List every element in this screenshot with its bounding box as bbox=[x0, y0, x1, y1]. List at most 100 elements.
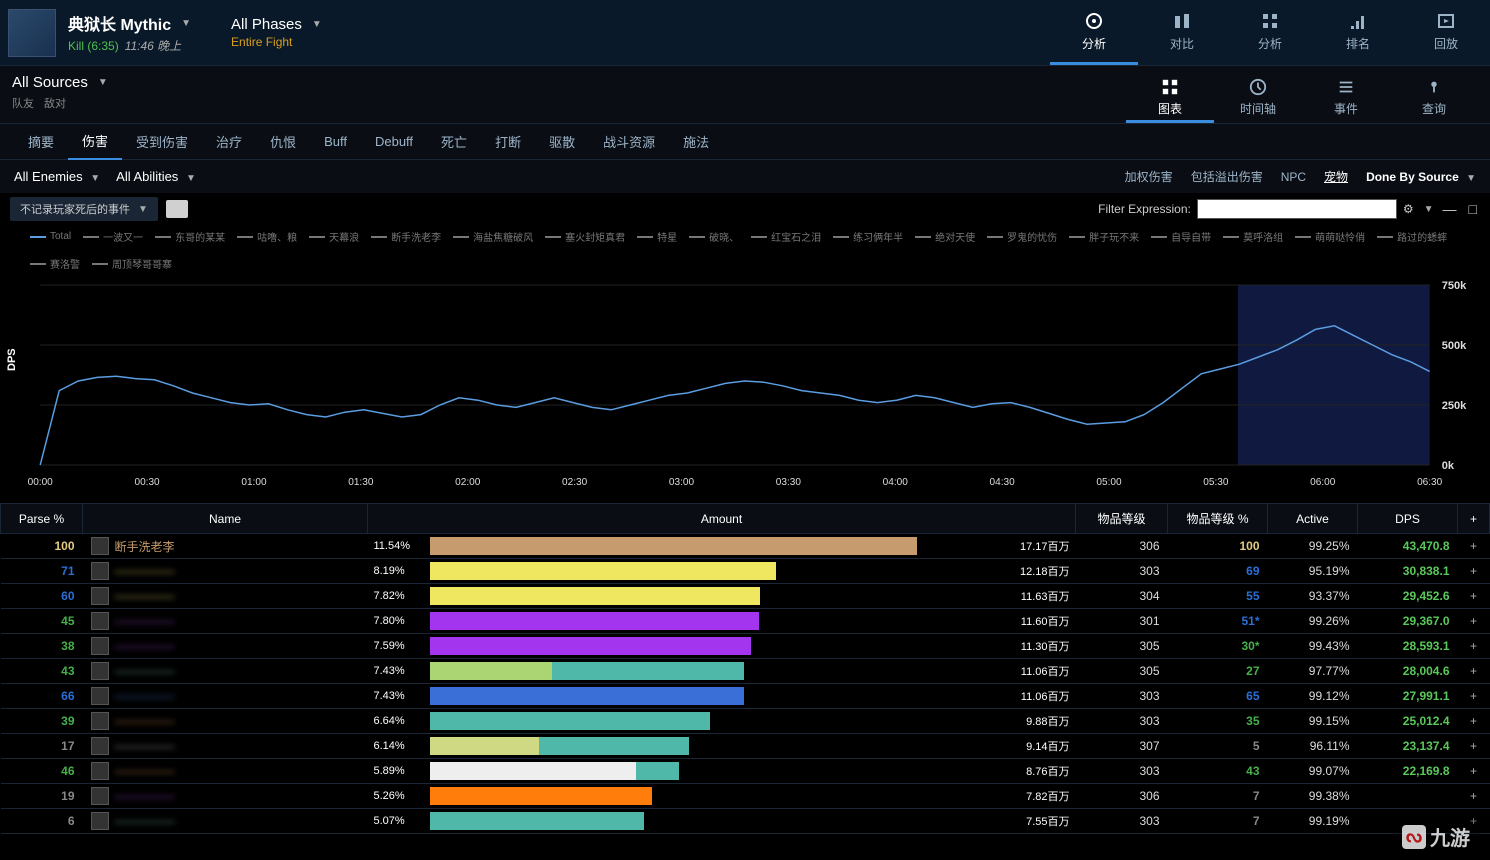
sub-tab-3[interactable]: 查询 bbox=[1390, 74, 1478, 123]
player-name[interactable]: ————— bbox=[115, 764, 175, 778]
maximize-icon[interactable]: □ bbox=[1466, 201, 1480, 217]
gear-icon[interactable]: ⚙ bbox=[1403, 202, 1414, 216]
top-tab-1[interactable]: 对比 bbox=[1138, 0, 1226, 65]
metric-tab-打断[interactable]: 打断 bbox=[481, 124, 535, 159]
metric-tab-战斗资源[interactable]: 战斗资源 bbox=[589, 124, 669, 159]
player-name[interactable]: ————— bbox=[115, 814, 175, 828]
table-row[interactable]: 71—————8.19%12.18百万3036995.19%30,838.1+ bbox=[1, 559, 1490, 584]
metric-tab-治疗[interactable]: 治疗 bbox=[202, 124, 256, 159]
col-header[interactable]: DPS bbox=[1358, 504, 1458, 534]
player-name[interactable]: ————— bbox=[115, 564, 175, 578]
metric-tab-施法[interactable]: 施法 bbox=[669, 124, 723, 159]
done-by-selector[interactable]: Done By Source ▼ bbox=[1366, 170, 1476, 184]
encounter-name[interactable]: 典狱长 Mythic bbox=[68, 11, 171, 35]
filter-expression-input[interactable] bbox=[1197, 199, 1397, 219]
legend-item[interactable]: 莫呼洛组 bbox=[1223, 229, 1283, 244]
abilities-filter[interactable]: All Abilities ▼ bbox=[116, 169, 196, 184]
player-name[interactable]: ————— bbox=[115, 664, 175, 678]
col-header[interactable]: 物品等级 bbox=[1076, 504, 1168, 534]
table-row[interactable]: 17—————6.14%9.14百万307596.11%23,137.4+ bbox=[1, 734, 1490, 759]
col-header[interactable]: 物品等级 % bbox=[1168, 504, 1268, 534]
filter-opt-1[interactable]: 包括溢出伤害 bbox=[1191, 168, 1263, 185]
table-row[interactable]: 6—————5.07%7.55百万303799.19%+ bbox=[1, 809, 1490, 834]
table-row[interactable]: 45—————7.80%11.60百万30151*99.26%29,367.0+ bbox=[1, 609, 1490, 634]
player-name[interactable]: ————— bbox=[115, 739, 175, 753]
legend-item[interactable]: 周顶琴哥哥寨 bbox=[92, 256, 172, 271]
table-row[interactable]: 38—————7.59%11.30百万30530*99.43%28,593.1+ bbox=[1, 634, 1490, 659]
player-name[interactable]: ————— bbox=[115, 789, 175, 803]
metric-tab-死亡[interactable]: 死亡 bbox=[427, 124, 481, 159]
filter-opt-2[interactable]: NPC bbox=[1281, 170, 1306, 184]
legend-item[interactable]: 塞火封矩真君 bbox=[545, 229, 625, 244]
legend-item[interactable]: 胖子玩不来 bbox=[1069, 229, 1139, 244]
sources-friendly[interactable]: 队友 bbox=[12, 95, 34, 111]
color-indicator[interactable] bbox=[166, 200, 188, 218]
player-name[interactable]: ————— bbox=[115, 614, 175, 628]
sources-enemy[interactable]: 敌对 bbox=[44, 95, 66, 111]
sub-tab-1[interactable]: 时间轴 bbox=[1214, 74, 1302, 123]
dead-events-filter[interactable]: 不记录玩家死后的事件 ▼ bbox=[10, 197, 158, 221]
col-header[interactable]: + bbox=[1458, 504, 1490, 534]
expand-button[interactable]: + bbox=[1458, 609, 1490, 634]
col-header[interactable]: Name bbox=[83, 504, 368, 534]
sources-title[interactable]: All Sources bbox=[12, 74, 88, 91]
expand-button[interactable]: + bbox=[1458, 534, 1490, 559]
table-row[interactable]: 43—————7.43%11.06百万3052797.77%28,004.6+ bbox=[1, 659, 1490, 684]
legend-item[interactable]: Total bbox=[30, 229, 71, 244]
top-tab-2[interactable]: 分析 bbox=[1226, 0, 1314, 65]
sub-tab-2[interactable]: 事件 bbox=[1302, 74, 1390, 123]
player-name[interactable]: 断手洗老李 bbox=[115, 538, 175, 555]
enemies-filter[interactable]: All Enemies ▼ bbox=[14, 169, 100, 184]
legend-item[interactable]: 罗鬼的忧伤 bbox=[987, 229, 1057, 244]
table-row[interactable]: 60—————7.82%11.63百万3045593.37%29,452.6+ bbox=[1, 584, 1490, 609]
expand-button[interactable]: + bbox=[1458, 759, 1490, 784]
player-name[interactable]: ————— bbox=[115, 639, 175, 653]
legend-item[interactable]: 破晓、 bbox=[689, 229, 739, 244]
legend-item[interactable]: 自导自带 bbox=[1151, 229, 1211, 244]
minimize-icon[interactable]: — bbox=[1440, 201, 1460, 217]
legend-item[interactable]: 绝对天使 bbox=[915, 229, 975, 244]
sub-tab-0[interactable]: 图表 bbox=[1126, 74, 1214, 123]
legend-item[interactable]: 咕噜、粮 bbox=[237, 229, 297, 244]
legend-item[interactable]: 东哥的某某 bbox=[155, 229, 225, 244]
expand-button[interactable]: + bbox=[1458, 559, 1490, 584]
top-tab-0[interactable]: 分析 bbox=[1050, 0, 1138, 65]
metric-tab-Buff[interactable]: Buff bbox=[310, 126, 361, 157]
expand-button[interactable]: + bbox=[1458, 684, 1490, 709]
table-row[interactable]: 39—————6.64%9.88百万3033599.15%25,012.4+ bbox=[1, 709, 1490, 734]
legend-item[interactable]: 赛洛警 bbox=[30, 256, 80, 271]
table-row[interactable]: 46—————5.89%8.76百万3034399.07%22,169.8+ bbox=[1, 759, 1490, 784]
encounter-thumbnail[interactable] bbox=[8, 9, 56, 57]
player-name[interactable]: ————— bbox=[115, 589, 175, 603]
legend-item[interactable]: 特星 bbox=[637, 229, 677, 244]
table-row[interactable]: 66—————7.43%11.06百万3036599.12%27,991.1+ bbox=[1, 684, 1490, 709]
metric-tab-受到伤害[interactable]: 受到伤害 bbox=[122, 124, 202, 159]
metric-tab-仇恨[interactable]: 仇恨 bbox=[256, 124, 310, 159]
legend-item[interactable]: 一波又一 bbox=[83, 229, 143, 244]
col-header[interactable]: Active bbox=[1268, 504, 1358, 534]
filter-opt-3[interactable]: 宠物 bbox=[1324, 168, 1348, 185]
metric-tab-伤害[interactable]: 伤害 bbox=[68, 123, 122, 160]
top-tab-4[interactable]: 回放 bbox=[1402, 0, 1490, 65]
legend-item[interactable]: 断手洗老李 bbox=[371, 229, 441, 244]
metric-tab-Debuff[interactable]: Debuff bbox=[361, 126, 427, 157]
legend-item[interactable]: 萌萌哒怜俏 bbox=[1295, 229, 1365, 244]
phase-selector[interactable]: All Phases ▼ Entire Fight bbox=[231, 16, 322, 49]
legend-item[interactable]: 天幕浪 bbox=[309, 229, 359, 244]
table-row[interactable]: 100断手洗老李11.54%17.17百万30610099.25%43,470.… bbox=[1, 534, 1490, 559]
expand-button[interactable]: + bbox=[1458, 659, 1490, 684]
legend-item[interactable]: 路过的蟋蟀 bbox=[1377, 229, 1447, 244]
expand-button[interactable]: + bbox=[1458, 784, 1490, 809]
metric-tab-驱散[interactable]: 驱散 bbox=[535, 124, 589, 159]
legend-item[interactable]: 练习俩年半 bbox=[833, 229, 903, 244]
player-name[interactable]: ————— bbox=[115, 714, 175, 728]
legend-item[interactable]: 海盐焦糖破风 bbox=[453, 229, 533, 244]
expand-button[interactable]: + bbox=[1458, 709, 1490, 734]
dps-chart[interactable]: DPS 0k250k500k750k00:0000:3001:0001:3002… bbox=[10, 275, 1480, 495]
player-name[interactable]: ————— bbox=[115, 689, 175, 703]
expand-button[interactable]: + bbox=[1458, 634, 1490, 659]
col-header[interactable]: Parse % bbox=[1, 504, 83, 534]
top-tab-3[interactable]: 排名 bbox=[1314, 0, 1402, 65]
expand-button[interactable]: + bbox=[1458, 734, 1490, 759]
legend-item[interactable]: 红宝石之泪 bbox=[751, 229, 821, 244]
